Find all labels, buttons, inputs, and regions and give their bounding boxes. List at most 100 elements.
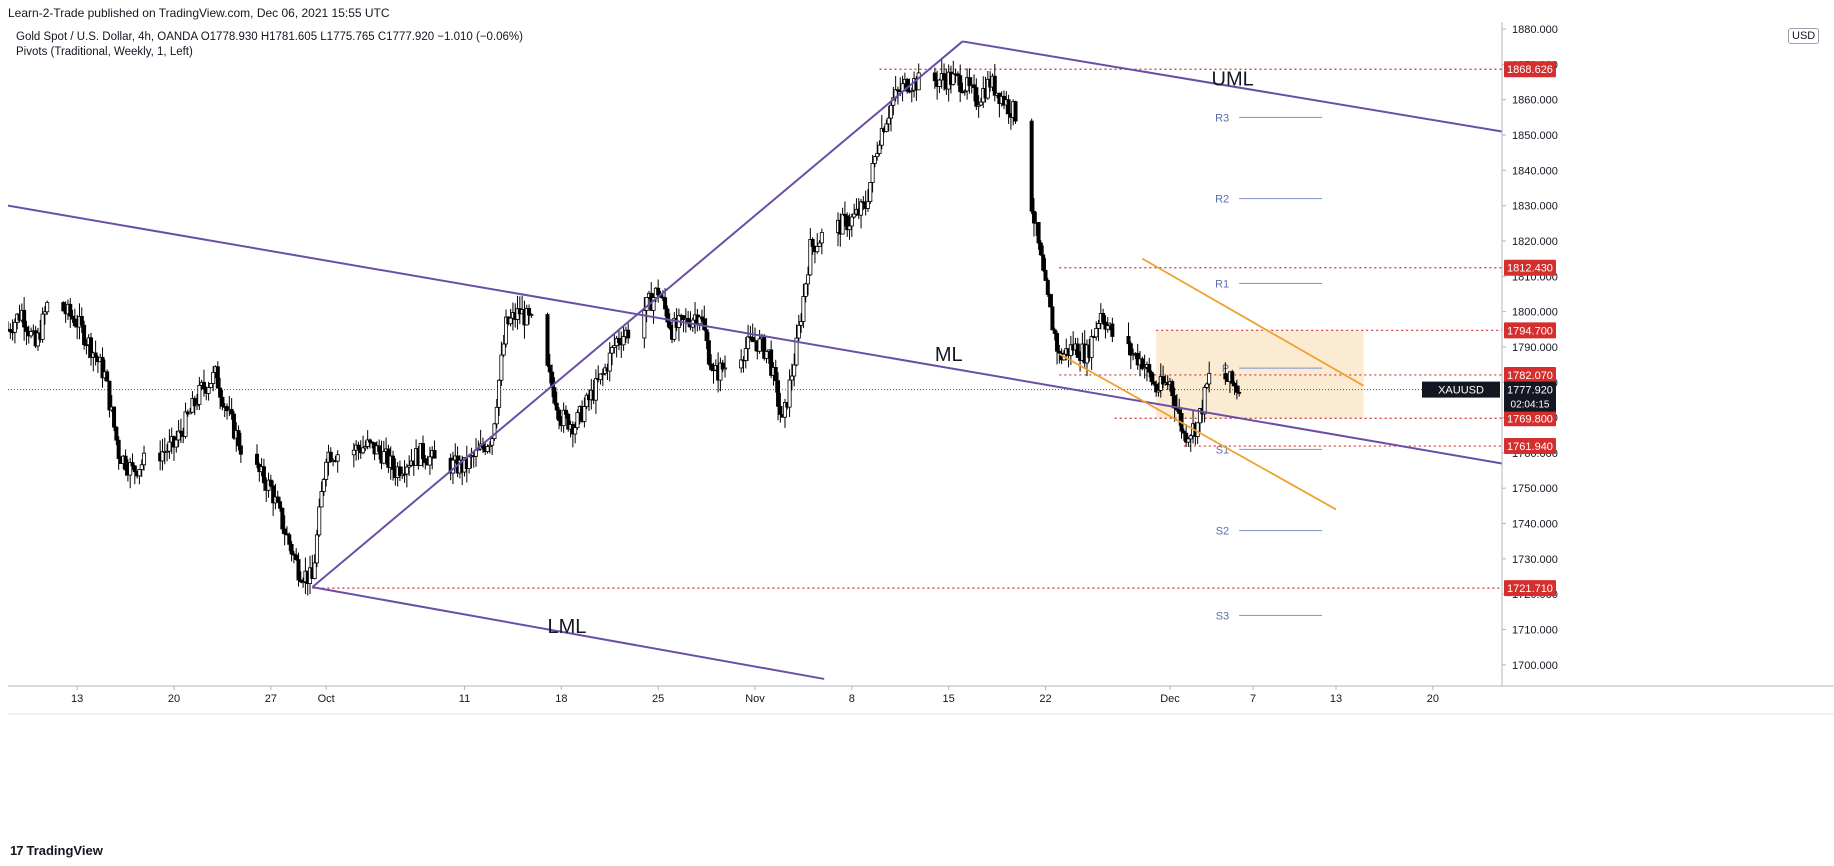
candle[interactable]: [1048, 294, 1053, 308]
candle[interactable]: [718, 362, 723, 381]
candle[interactable]: [773, 366, 778, 382]
candle[interactable]: [1234, 385, 1239, 393]
tradingview-logo[interactable]: 17 TradingView: [10, 843, 103, 858]
candle[interactable]: [42, 311, 47, 315]
candle[interactable]: [875, 153, 880, 158]
candle[interactable]: [877, 144, 882, 154]
candle[interactable]: [301, 581, 306, 584]
candle[interactable]: [557, 409, 562, 421]
candle[interactable]: [238, 445, 243, 455]
candle[interactable]: [958, 75, 963, 93]
candle[interactable]: [527, 308, 532, 316]
candle[interactable]: [672, 317, 677, 340]
price-axis[interactable]: 1700.0001710.0001720.0001730.0001740.000…: [1422, 22, 1834, 866]
candle[interactable]: [529, 314, 534, 316]
candle[interactable]: [1110, 323, 1115, 337]
candle[interactable]: [709, 363, 714, 371]
candle[interactable]: [575, 412, 580, 429]
candle[interactable]: [859, 201, 864, 216]
candle[interactable]: [932, 72, 937, 82]
candle[interactable]: [723, 367, 728, 370]
candle[interactable]: [363, 446, 368, 449]
candle[interactable]: [490, 438, 495, 446]
candle[interactable]: [1161, 376, 1166, 385]
candle[interactable]: [916, 72, 921, 91]
candle[interactable]: [1197, 408, 1202, 424]
candle[interactable]: [810, 239, 815, 247]
candle[interactable]: [778, 405, 783, 415]
candle[interactable]: [1207, 373, 1212, 385]
candle[interactable]: [165, 450, 170, 453]
candle[interactable]: [1232, 382, 1237, 387]
candle[interactable]: [377, 445, 382, 453]
candle[interactable]: [967, 77, 972, 87]
candle[interactable]: [123, 455, 128, 471]
candle[interactable]: [1105, 325, 1110, 330]
candle[interactable]: [817, 242, 822, 247]
candle[interactable]: [651, 297, 656, 311]
level-price-tag[interactable]: [1504, 259, 1556, 276]
candle[interactable]: [842, 213, 847, 217]
candle[interactable]: [314, 534, 319, 564]
candle[interactable]: [796, 324, 801, 339]
candle[interactable]: [962, 90, 967, 93]
candle[interactable]: [1029, 120, 1034, 212]
candle[interactable]: [524, 308, 529, 326]
candle[interactable]: [550, 371, 555, 388]
candle[interactable]: [782, 402, 787, 418]
candle[interactable]: [1075, 343, 1080, 358]
level-price-tag[interactable]: [1504, 438, 1556, 455]
time-axis[interactable]: 13 20 27 Oct 11 18 25 Nov 8 15 22 Dec 7 13 20: [8, 685, 1834, 715]
candle[interactable]: [139, 464, 144, 470]
candle[interactable]: [699, 316, 704, 320]
channel-line-upper[interactable]: [1141, 257, 1365, 387]
candle[interactable]: [261, 466, 266, 484]
candle[interactable]: [8, 329, 13, 333]
candle[interactable]: [289, 543, 294, 555]
candle[interactable]: [803, 283, 808, 297]
candle[interactable]: [298, 579, 303, 583]
candle[interactable]: [70, 315, 75, 320]
candle[interactable]: [868, 182, 873, 203]
level-price-tag[interactable]: [1504, 580, 1556, 597]
candle[interactable]: [497, 379, 502, 408]
candle[interactable]: [547, 364, 552, 373]
candle[interactable]: [593, 378, 598, 401]
candle[interactable]: [280, 507, 285, 530]
candle[interactable]: [746, 336, 751, 349]
candle[interactable]: [1188, 435, 1193, 440]
candle[interactable]: [1101, 312, 1106, 323]
candle[interactable]: [492, 423, 497, 440]
candle[interactable]: [1031, 210, 1036, 224]
candle[interactable]: [584, 394, 589, 407]
candle[interactable]: [192, 398, 197, 407]
candle[interactable]: [840, 213, 845, 235]
candle[interactable]: [45, 302, 50, 313]
candle[interactable]: [201, 381, 206, 390]
candle[interactable]: [1096, 323, 1101, 329]
candle[interactable]: [702, 318, 707, 331]
candle[interactable]: [432, 450, 437, 459]
current-price-tag[interactable]: [1504, 381, 1556, 412]
candle[interactable]: [93, 352, 98, 358]
candle[interactable]: [872, 156, 877, 164]
candle[interactable]: [739, 359, 744, 369]
candle[interactable]: [402, 473, 407, 476]
candle[interactable]: [206, 387, 211, 394]
candle[interactable]: [808, 239, 813, 276]
candle[interactable]: [852, 213, 857, 218]
candle[interactable]: [706, 340, 711, 365]
candle[interactable]: [1230, 371, 1235, 384]
candle[interactable]: [992, 75, 997, 96]
candle[interactable]: [365, 439, 370, 447]
candle[interactable]: [61, 302, 66, 312]
candle[interactable]: [1172, 395, 1177, 409]
candle[interactable]: [268, 479, 273, 487]
candle[interactable]: [974, 87, 979, 107]
candle[interactable]: [972, 84, 977, 88]
candle[interactable]: [1043, 269, 1048, 281]
pitchfork-line-lml[interactable]: [312, 586, 825, 680]
candle[interactable]: [815, 246, 820, 253]
candle[interactable]: [607, 352, 612, 372]
candle[interactable]: [937, 79, 942, 87]
